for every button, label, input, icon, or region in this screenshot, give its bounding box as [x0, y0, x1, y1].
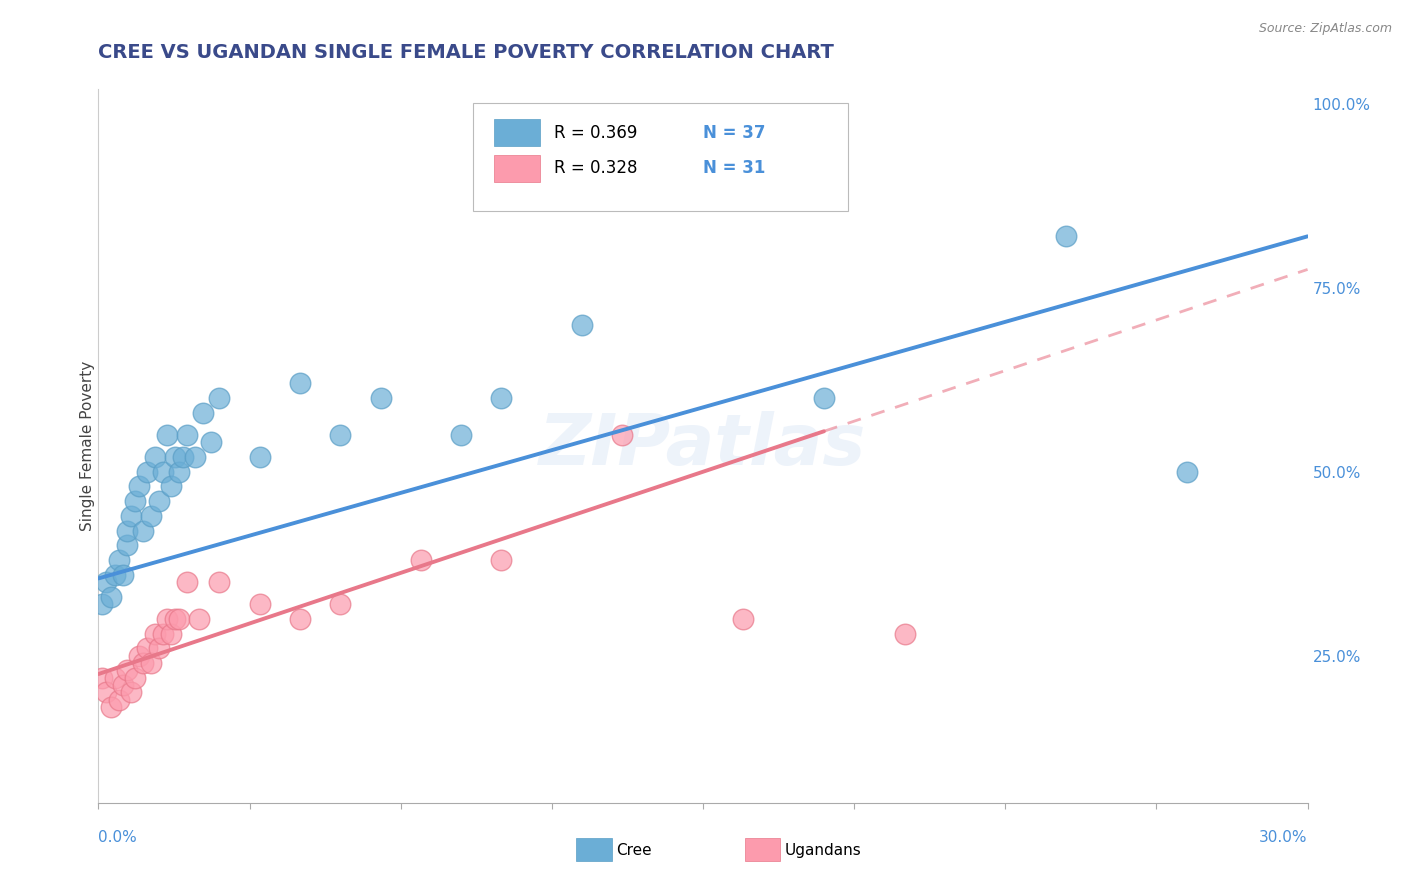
Point: [148, 494, 170, 508]
Point: [100, 590, 122, 604]
Point: [115, 524, 138, 538]
Point: [139, 508, 162, 523]
Point: [491, 553, 513, 567]
Point: [370, 391, 392, 405]
Point: [167, 612, 190, 626]
Point: [135, 641, 157, 656]
Point: [409, 553, 432, 567]
Point: [163, 612, 186, 626]
Point: [193, 406, 215, 420]
Point: [156, 428, 179, 442]
Point: [100, 700, 122, 714]
Point: [491, 391, 513, 405]
Point: [733, 612, 755, 626]
Point: [450, 428, 472, 442]
Point: [172, 450, 194, 464]
Point: [813, 391, 835, 405]
Point: [111, 678, 134, 692]
Point: [163, 450, 186, 464]
Point: [120, 685, 142, 699]
Point: [571, 318, 593, 332]
Point: [208, 391, 231, 405]
Point: [107, 553, 129, 567]
Point: [135, 465, 157, 479]
Text: R = 0.328: R = 0.328: [554, 160, 638, 178]
Point: [288, 612, 311, 626]
Text: Source: ZipAtlas.com: Source: ZipAtlas.com: [1258, 22, 1392, 36]
Point: [288, 376, 311, 391]
Point: [143, 450, 166, 464]
Point: [167, 465, 190, 479]
Point: [139, 656, 162, 670]
Point: [176, 428, 198, 442]
Point: [103, 671, 125, 685]
Point: [152, 626, 174, 640]
Point: [132, 524, 155, 538]
Point: [124, 494, 146, 508]
Point: [96, 575, 118, 590]
Point: [329, 597, 352, 611]
Text: N = 37: N = 37: [703, 124, 765, 142]
Text: CREE VS UGANDAN SINGLE FEMALE POVERTY CORRELATION CHART: CREE VS UGANDAN SINGLE FEMALE POVERTY CO…: [98, 44, 834, 62]
FancyBboxPatch shape: [494, 120, 540, 146]
Point: [208, 575, 231, 590]
Point: [128, 479, 150, 493]
Point: [156, 612, 179, 626]
Point: [143, 626, 166, 640]
Point: [249, 450, 271, 464]
Point: [148, 641, 170, 656]
Text: Ugandans: Ugandans: [785, 843, 862, 857]
Point: [103, 567, 125, 582]
Point: [115, 538, 138, 552]
Point: [115, 664, 138, 678]
Point: [893, 626, 915, 640]
Text: R = 0.369: R = 0.369: [554, 124, 638, 142]
Point: [200, 435, 222, 450]
Point: [107, 693, 129, 707]
Point: [91, 597, 114, 611]
Point: [1175, 465, 1198, 479]
Point: [152, 465, 174, 479]
Y-axis label: Single Female Poverty: Single Female Poverty: [80, 361, 94, 531]
Point: [329, 428, 352, 442]
Point: [160, 479, 183, 493]
Text: Cree: Cree: [616, 843, 651, 857]
FancyBboxPatch shape: [494, 155, 540, 182]
Point: [132, 656, 155, 670]
Point: [124, 671, 146, 685]
Point: [612, 428, 634, 442]
Point: [96, 685, 118, 699]
Point: [91, 671, 114, 685]
Point: [176, 575, 198, 590]
Text: 30.0%: 30.0%: [1260, 830, 1308, 845]
Text: 0.0%: 0.0%: [98, 830, 138, 845]
Point: [128, 648, 150, 663]
Point: [184, 450, 207, 464]
Point: [249, 597, 271, 611]
Point: [1054, 229, 1077, 244]
Text: N = 31: N = 31: [703, 160, 765, 178]
Point: [188, 612, 211, 626]
FancyBboxPatch shape: [474, 103, 848, 211]
Point: [111, 567, 134, 582]
Point: [120, 508, 142, 523]
Point: [160, 626, 183, 640]
Text: ZIPatlas: ZIPatlas: [540, 411, 866, 481]
